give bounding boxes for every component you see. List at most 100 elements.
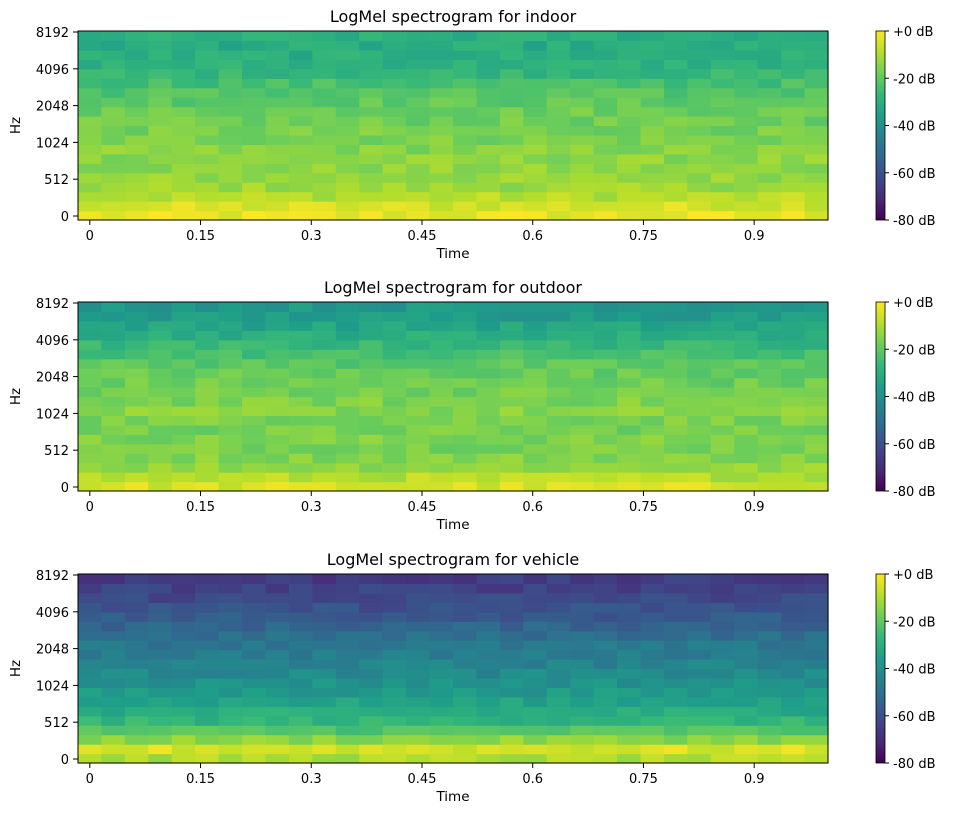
heatmap-cell xyxy=(687,368,712,379)
heatmap-cell xyxy=(382,677,407,688)
heatmap-cell xyxy=(476,611,501,622)
heatmap-cell xyxy=(101,116,126,127)
heatmap-cell xyxy=(453,668,478,679)
heatmap-cell xyxy=(710,201,735,212)
heatmap-cell xyxy=(523,583,548,594)
heatmap-cell xyxy=(171,320,196,331)
y-tick-label: 4096 xyxy=(36,334,69,349)
heatmap-cell xyxy=(359,49,384,60)
heatmap-cell xyxy=(265,78,290,89)
heatmap-cell xyxy=(242,602,267,613)
heatmap-cell xyxy=(124,396,149,407)
heatmap-cell xyxy=(429,574,454,585)
heatmap-cell xyxy=(663,106,688,117)
heatmap-cell xyxy=(382,377,407,388)
heatmap-cell xyxy=(499,687,524,698)
heatmap-cell xyxy=(781,210,806,221)
heatmap-cell xyxy=(804,592,829,603)
heatmap-cell xyxy=(124,320,149,331)
heatmap-cell xyxy=(382,116,407,127)
heatmap-cell xyxy=(781,659,806,670)
heatmap-cell xyxy=(757,649,782,660)
heatmap-cell xyxy=(312,349,337,360)
heatmap-cell xyxy=(195,649,220,660)
heatmap-cell xyxy=(242,583,267,594)
heatmap-cell xyxy=(124,424,149,435)
heatmap-cell xyxy=(78,405,103,416)
heatmap-cell xyxy=(593,424,618,435)
heatmap-cell xyxy=(78,443,103,454)
heatmap-cell xyxy=(429,163,454,174)
heatmap-cell xyxy=(265,377,290,388)
heatmap-cell xyxy=(663,453,688,464)
heatmap-cell xyxy=(288,481,313,492)
heatmap-cell xyxy=(593,706,618,717)
heatmap-cell xyxy=(288,210,313,221)
heatmap-cell xyxy=(687,715,712,726)
heatmap-cell xyxy=(640,377,665,388)
heatmap-cell xyxy=(663,339,688,350)
heatmap-cell xyxy=(476,621,501,632)
heatmap-cell xyxy=(499,330,524,341)
heatmap-cell xyxy=(335,715,360,726)
heatmap-cell xyxy=(546,320,571,331)
heatmap-cell xyxy=(312,40,337,51)
heatmap-cell xyxy=(593,649,618,660)
heatmap-cell xyxy=(687,753,712,764)
heatmap-cell xyxy=(453,734,478,745)
heatmap-cell xyxy=(195,630,220,641)
heatmap-cell xyxy=(406,302,431,313)
heatmap-cell xyxy=(335,687,360,698)
heatmap-cell xyxy=(359,611,384,622)
heatmap-cell xyxy=(453,40,478,51)
heatmap-cell xyxy=(710,640,735,651)
heatmap-cell xyxy=(734,339,759,350)
heatmap-cell xyxy=(593,574,618,585)
heatmap-cell xyxy=(781,753,806,764)
heatmap-cell xyxy=(359,715,384,726)
heatmap-cell xyxy=(148,106,173,117)
heatmap-cell xyxy=(382,97,407,108)
heatmap-cell xyxy=(195,472,220,483)
heatmap-cell xyxy=(687,396,712,407)
heatmap-cell xyxy=(101,443,126,454)
heatmap-cell xyxy=(124,453,149,464)
heatmap-cell xyxy=(171,172,196,183)
heatmap-cell xyxy=(734,40,759,51)
x-tick-label: 0.6 xyxy=(522,229,543,244)
colorbar-tick-label: -60 dB xyxy=(893,167,936,182)
heatmap-cell xyxy=(523,31,548,42)
heatmap-cell xyxy=(734,434,759,445)
heatmap-cell xyxy=(78,630,103,641)
heatmap-cell xyxy=(171,725,196,736)
heatmap-cell xyxy=(617,734,642,745)
heatmap-cell xyxy=(523,68,548,79)
heatmap-cell xyxy=(359,68,384,79)
heatmap-cell xyxy=(382,40,407,51)
heatmap-cell xyxy=(335,68,360,79)
heatmap-cell xyxy=(242,640,267,651)
heatmap-cell xyxy=(101,415,126,426)
heatmap-cell xyxy=(288,574,313,585)
heatmap-cell xyxy=(265,640,290,651)
heatmap-cell xyxy=(523,349,548,360)
heatmap-cell xyxy=(218,59,243,70)
heatmap-cell xyxy=(429,87,454,98)
heatmap-cell xyxy=(663,201,688,212)
heatmap-cell xyxy=(453,453,478,464)
heatmap-cell xyxy=(288,339,313,350)
heatmap-cell xyxy=(312,302,337,313)
heatmap-cell xyxy=(242,659,267,670)
heatmap-cell xyxy=(570,125,595,136)
colorbar: +0 dB-20 dB-40 dB-60 dB-80 dB xyxy=(875,25,936,229)
heatmap-cell xyxy=(288,592,313,603)
heatmap-cell xyxy=(663,377,688,388)
heatmap-cell xyxy=(453,621,478,632)
heatmap-cell xyxy=(148,377,173,388)
heatmap-cell xyxy=(195,358,220,369)
y-tick-label: 4096 xyxy=(36,63,69,78)
heatmap-cell xyxy=(288,387,313,398)
heatmap-cell xyxy=(359,706,384,717)
heatmap-cell xyxy=(663,424,688,435)
heatmap-cell xyxy=(453,659,478,670)
